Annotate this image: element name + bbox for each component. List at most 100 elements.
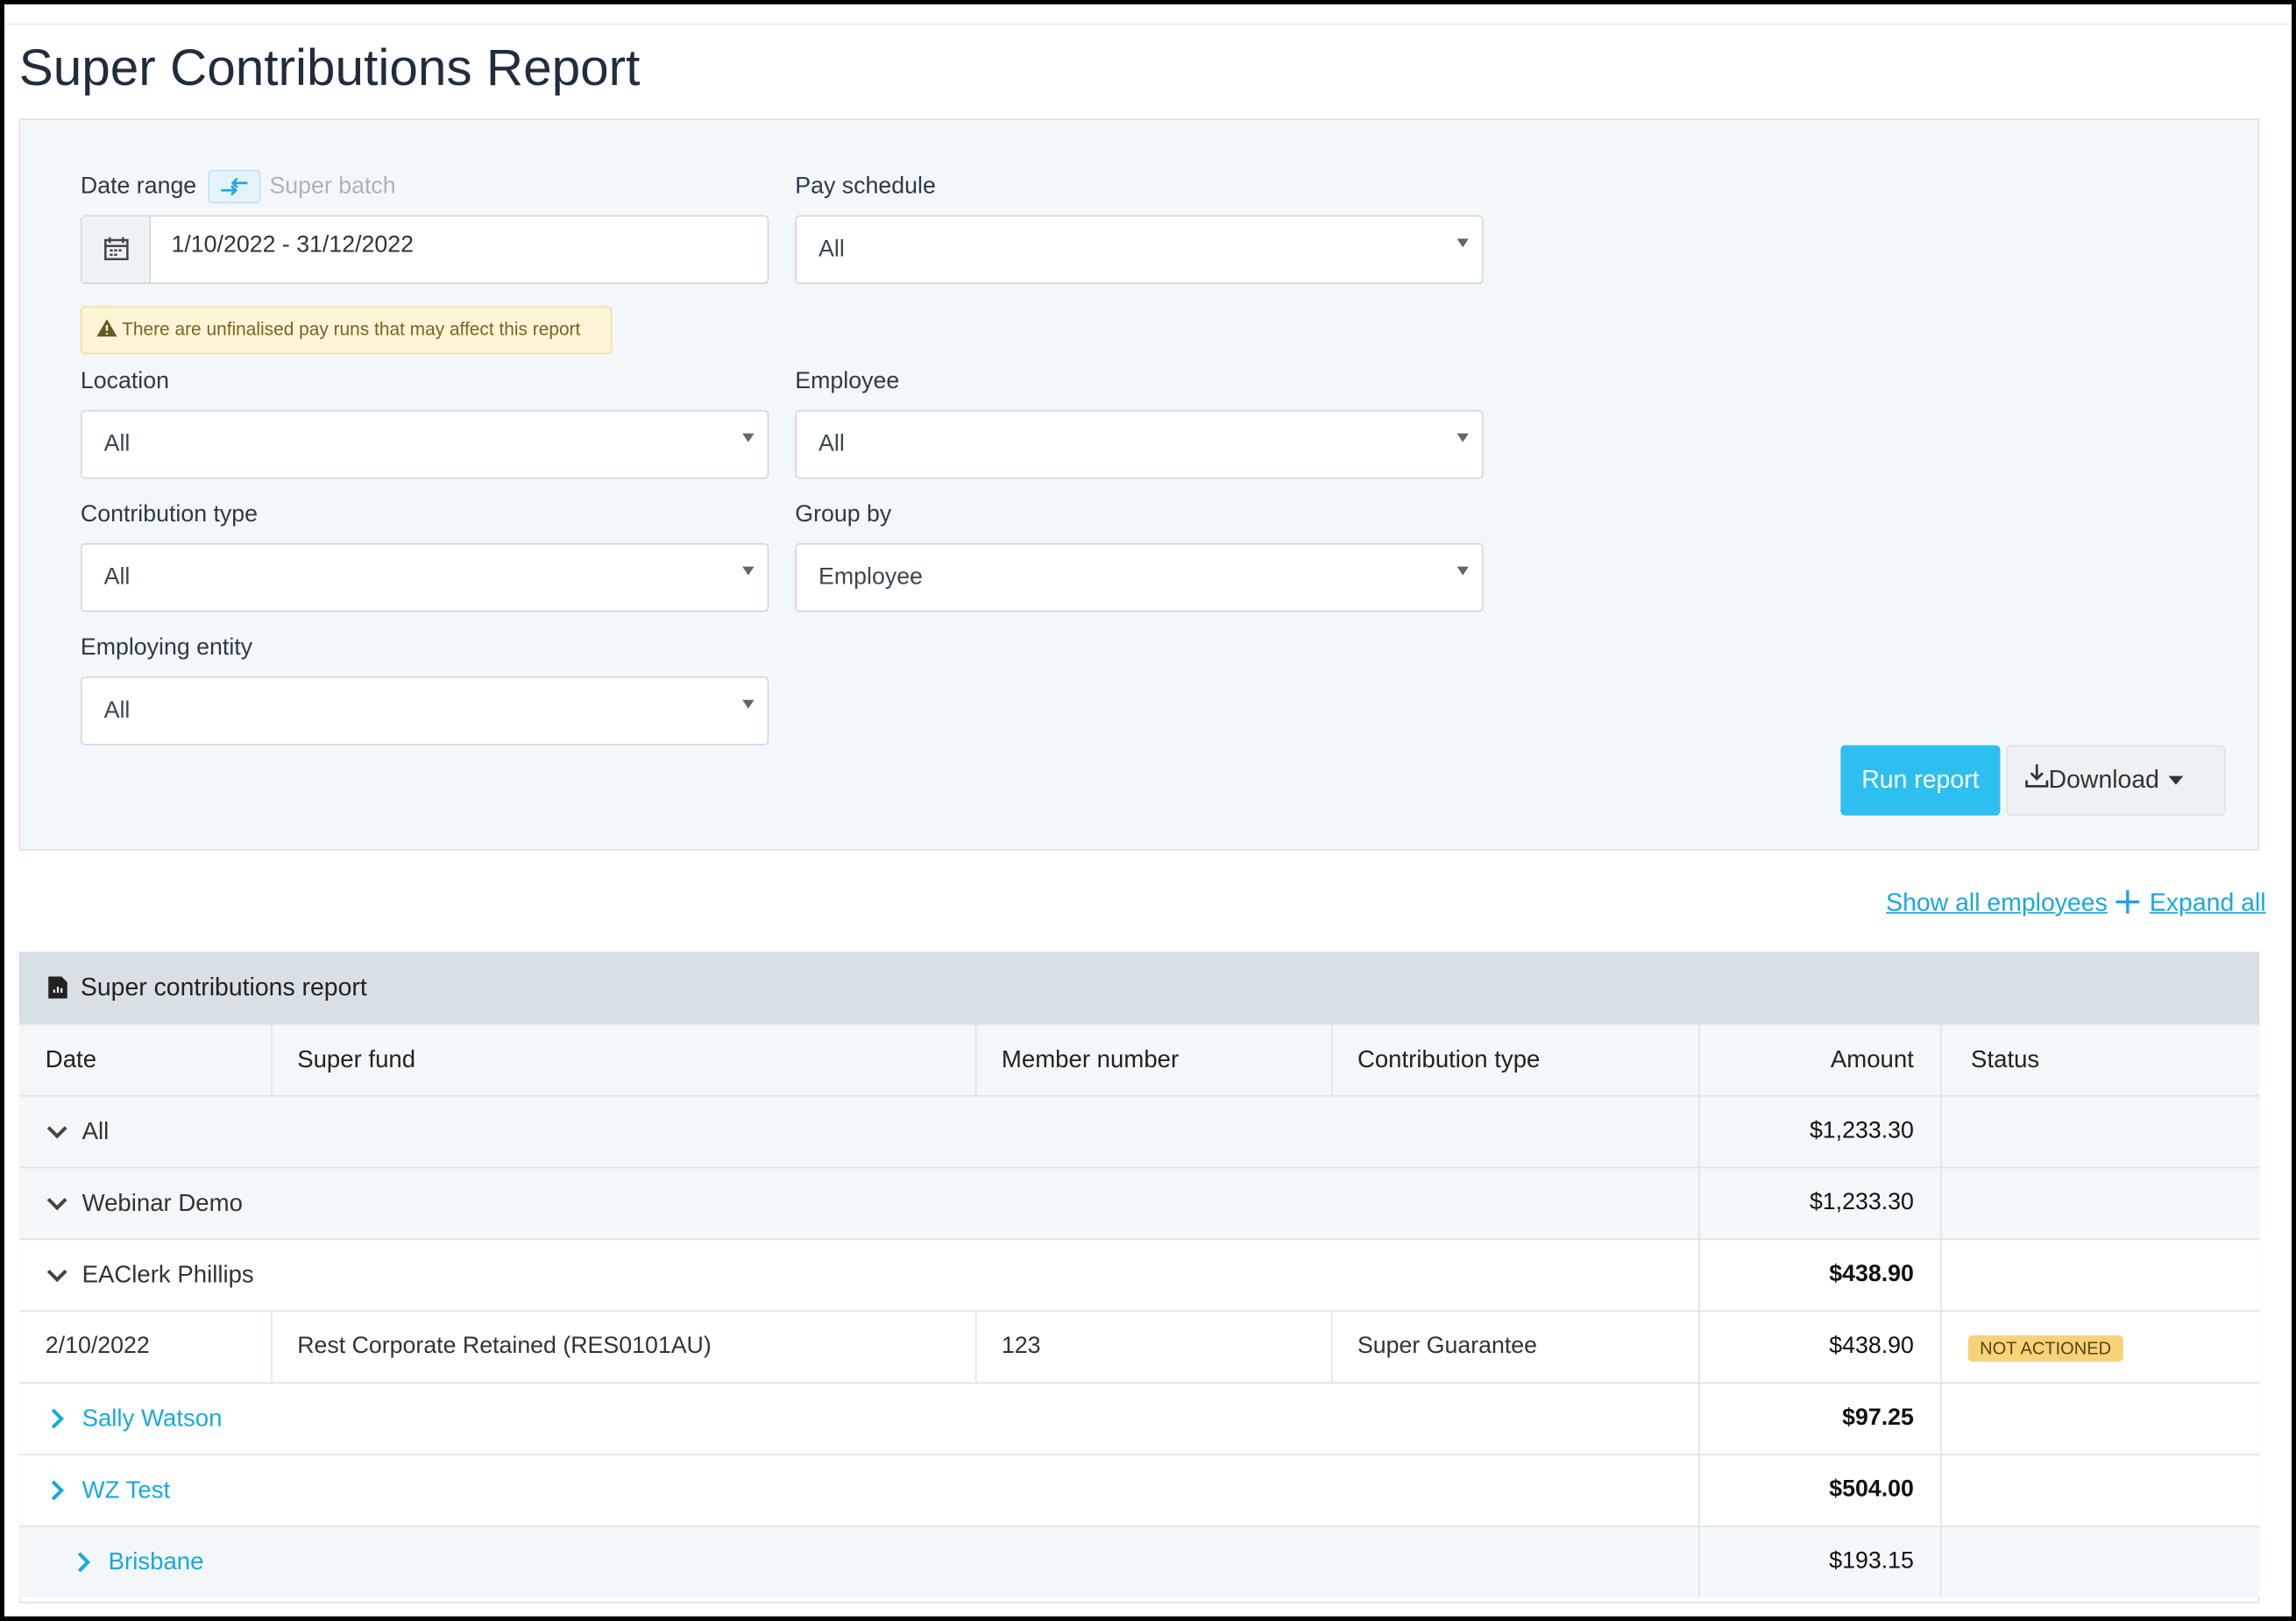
pay-schedule-select[interactable]: All [795,215,1484,285]
table-row: 2/10/2022 Rest Corporate Retained (RES010… [18,1310,2260,1383]
select-value: All [103,698,131,724]
run-report-button[interactable]: Run report [1840,745,2001,816]
location-select[interactable]: All [80,409,769,479]
caret [1456,566,1469,576]
column-header-row: Date Super fund Member number Contribution … [18,1023,2260,1095]
chevron-right[interactable] [72,1551,96,1575]
location-label: Location [80,369,169,394]
contribution-type-label: Contribution type [80,502,259,527]
caret [742,566,755,576]
toggle-button[interactable] [208,169,261,204]
amount-cell: $1,233.30 [1809,1118,1914,1143]
select-value: All [818,431,845,457]
column-divider [1939,1526,1942,1597]
employing-entity-label: Employing entity [80,635,253,661]
group-label[interactable]: Brisbane [108,1548,204,1575]
column-divider [1698,1096,1700,1167]
amount-cell: $504.00 [1829,1476,1914,1503]
date-cell: 2/10/2022 [45,1334,150,1359]
amount-cell: $1,233.30 [1809,1190,1914,1215]
group-by-label: Group by [795,502,892,527]
member-cell: 123 [1001,1334,1041,1359]
column-divider [1939,1024,1942,1095]
group-label: All [81,1118,110,1145]
top-divider [4,23,2292,25]
amount-cell: $438.90 [1829,1262,1914,1287]
chevron-right[interactable] [46,1479,69,1503]
select-value: Employee [818,564,923,591]
column-header: Status [1971,1046,2040,1073]
column-divider [974,1312,977,1383]
page: Super Contributions Report Date range Su… [4,4,2292,1617]
column-header: Member number [1001,1046,1180,1073]
column-divider [271,1024,273,1095]
chevron-down[interactable] [46,1120,69,1143]
table-title: Super contributions report [80,973,367,1002]
amount-cell: $438.90 [1829,1334,1914,1359]
select-value: All [103,431,131,457]
caret [1456,433,1469,442]
plus-icon [2115,889,2140,914]
column-divider [1939,1096,1942,1167]
dropdown-caret [2169,775,2184,785]
group-by-select[interactable]: Employee [795,542,1484,612]
column-divider [271,1312,273,1383]
show-all-employees-link[interactable]: Show all employees [1886,888,2108,917]
amount-cell: $97.25 [1842,1405,1914,1431]
table-row: Brisbane $193.15 [18,1525,2260,1597]
column-divider [974,1024,977,1095]
column-divider [1330,1312,1333,1383]
date-value: 1/10/2022 - 31/12/2022 [171,232,415,258]
page-title: Super Contributions Report [18,39,641,97]
table-row: Sally Watson $97.25 [18,1382,2260,1455]
column-header: Super fund [297,1046,416,1073]
column-header: Contribution type [1357,1046,1541,1073]
employee-select[interactable]: All [795,409,1484,479]
contribution-type-select[interactable]: All [80,542,769,612]
table-row: All $1,233.30 [18,1094,2260,1167]
caret [1456,238,1469,248]
column-divider [1698,1384,1700,1455]
employing-entity-select[interactable]: All [80,676,769,746]
group-label: EAClerk Phillips [81,1262,254,1289]
column-divider [1939,1455,1942,1526]
column-divider [1698,1526,1700,1597]
chevron-down[interactable] [46,1192,69,1215]
fund-cell: Rest Corporate Retained (RES0101AU) [297,1334,712,1359]
chevron-down[interactable] [46,1264,69,1287]
column-divider [1939,1312,1942,1383]
group-label[interactable]: WZ Test [81,1476,171,1504]
select-value: All [103,564,131,591]
select-value: All [818,237,845,263]
table-row: WZ Test $504.00 [18,1454,2260,1526]
expand-all-link[interactable]: Expand all [2149,888,2266,917]
type-cell: Super Guarantee [1357,1334,1538,1359]
download-text: Download [2048,765,2159,794]
column-divider [1939,1384,1942,1455]
caret [742,433,755,442]
column-divider [1939,1168,1942,1239]
warning-text: There are unfinalised pay runs that may … [122,319,581,340]
group-label[interactable]: Sally Watson [81,1405,223,1433]
caret [742,699,755,709]
column-header: Date [45,1046,97,1073]
toggle-icon [221,177,248,196]
download-button[interactable]: Download [2006,745,2226,816]
calendar-icon [104,237,129,261]
employee-label: Employee [795,369,900,394]
super-batch-toggle[interactable]: Super batch [269,173,396,200]
column-divider [1698,1240,1700,1311]
date-input[interactable]: 1/10/2022 - 31/12/2022 [80,215,769,285]
chevron-right[interactable] [46,1407,69,1431]
status-badge: NOT ACTIONED [1967,1334,2123,1362]
column-divider [1939,1240,1942,1311]
column-divider [1698,1024,1700,1095]
table-row: EAClerk Phillips $438.90 [18,1238,2260,1311]
pay-schedule-label: Pay schedule [795,173,936,200]
group-label: Webinar Demo [81,1190,243,1217]
warning-icon [96,319,117,337]
table-header-bar: Super contributions report [18,952,2260,1023]
warning: There are unfinalised pay runs that may … [80,306,613,355]
